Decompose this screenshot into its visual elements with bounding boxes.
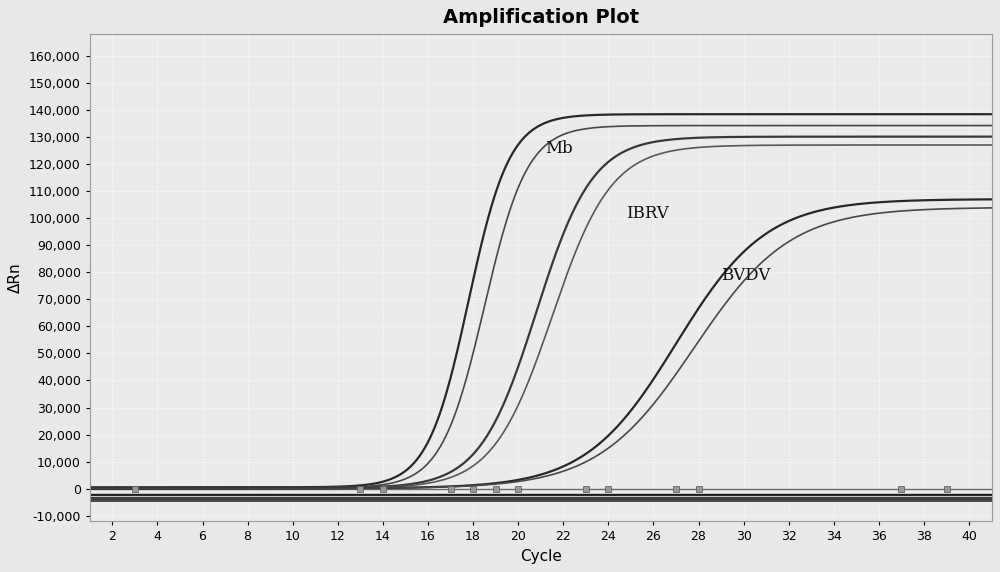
Text: BVDV: BVDV	[721, 268, 770, 284]
Text: Mb: Mb	[545, 140, 573, 157]
Text: IBRV: IBRV	[626, 205, 669, 223]
Y-axis label: ΔRn: ΔRn	[8, 263, 23, 293]
X-axis label: Cycle: Cycle	[520, 549, 562, 563]
Title: Amplification Plot: Amplification Plot	[443, 9, 639, 27]
